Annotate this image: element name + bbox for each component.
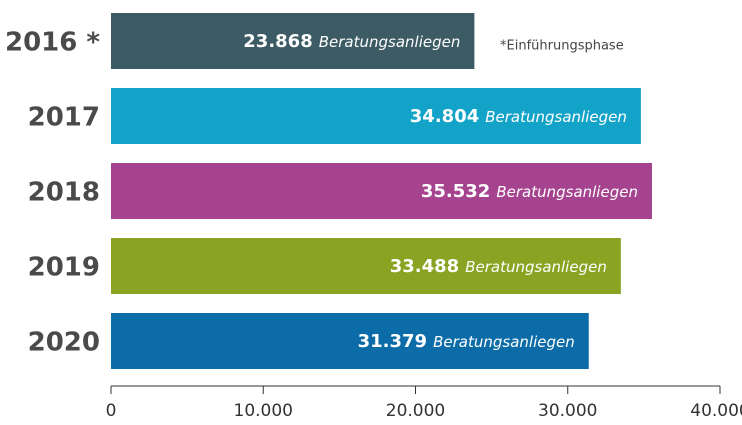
value-label: 31.379 Beratungsanliegen	[358, 331, 575, 352]
value-label: 35.532 Beratungsanliegen	[421, 181, 638, 202]
value-unit: Beratungsanliegen	[433, 333, 575, 351]
category-label: 2017	[28, 103, 100, 133]
value-number: 23.868	[243, 31, 312, 52]
bar	[111, 163, 652, 219]
category-label: 2018	[28, 178, 100, 208]
bar	[111, 13, 475, 69]
x-tick-label: 30.000	[538, 401, 597, 421]
annotation: *Einführungsphase	[500, 39, 624, 54]
bar	[111, 313, 589, 369]
value-unit: Beratungsanliegen	[319, 33, 461, 51]
value-number: 31.379	[358, 331, 427, 352]
value-number: 34.804	[410, 106, 479, 127]
bar	[111, 238, 621, 294]
x-tick-label: 20.000	[386, 401, 445, 421]
value-number: 35.532	[421, 181, 490, 202]
bar	[111, 88, 641, 144]
value-unit: Beratungsanliegen	[496, 183, 638, 201]
value-unit: Beratungsanliegen	[465, 258, 607, 276]
category-label: 2020	[28, 328, 100, 358]
value-label: 23.868 Beratungsanliegen	[243, 31, 460, 52]
category-label: 2016 *	[5, 28, 100, 58]
x-tick-label: 10.000	[234, 401, 293, 421]
value-label: 33.488 Beratungsanliegen	[390, 256, 607, 277]
x-tick-label: 40.000	[690, 401, 742, 421]
value-label: 34.804 Beratungsanliegen	[410, 106, 627, 127]
value-unit: Beratungsanliegen	[485, 108, 627, 126]
value-number: 33.488	[390, 256, 459, 277]
category-label: 2019	[28, 253, 100, 283]
x-tick-label: 0	[106, 401, 117, 421]
